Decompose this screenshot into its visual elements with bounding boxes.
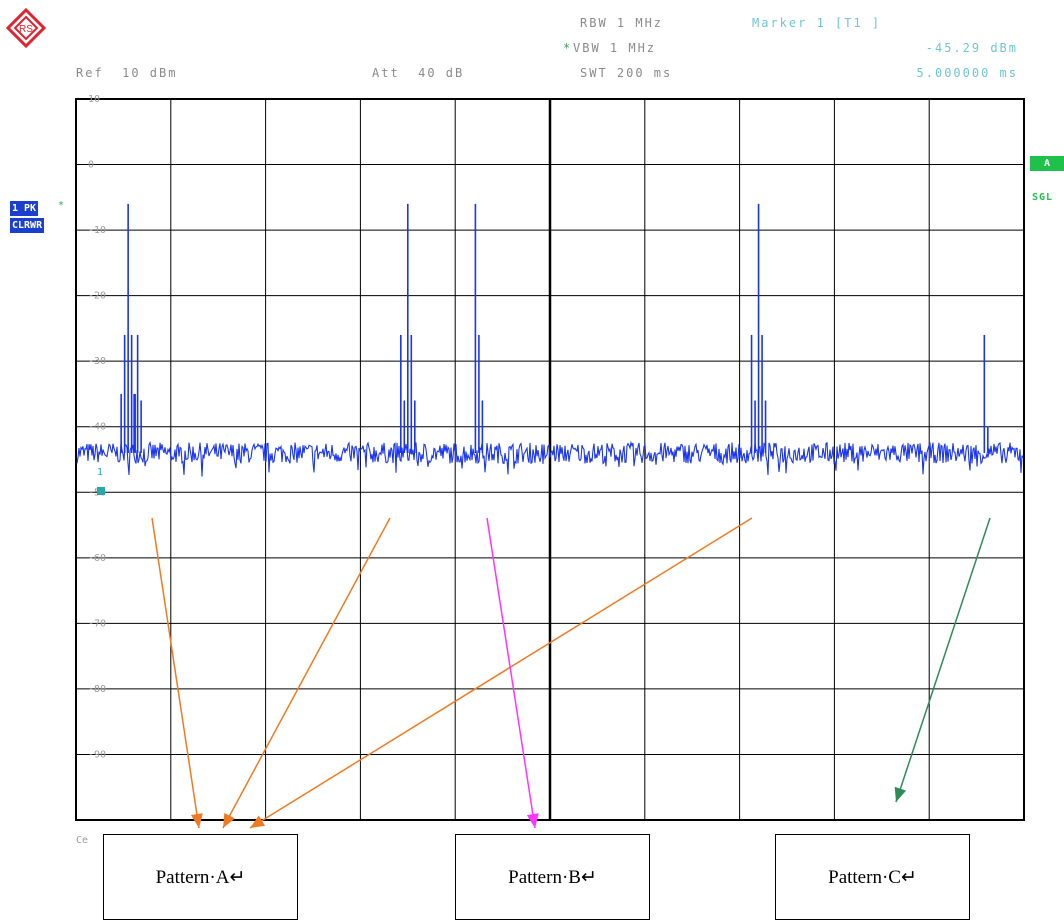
y-tick-label: -90 (88, 749, 106, 760)
ref-level-label: Ref 10 dBm (76, 66, 178, 80)
marker-title: Marker 1 [T1 ] (752, 16, 882, 30)
pattern-b-box: Pattern·B↵ (455, 834, 650, 920)
attenuation-label: Att 40 dB (372, 66, 465, 80)
y-tick-label: 10 (88, 94, 100, 105)
pattern-a-label: Pattern·A↵ (155, 866, 246, 888)
y-tick-label: -70 (88, 618, 106, 629)
marker-level: -45.29 dBm (925, 41, 1018, 55)
sweep-time-label: SWT 200 ms (580, 66, 673, 80)
svg-text:RS: RS (19, 24, 33, 35)
trace1-detector-badge: 1 PK (10, 201, 39, 216)
y-tick-label: -40 (88, 422, 106, 433)
arrow-pattern-a-2-head (223, 812, 235, 828)
y-tick-label: -30 (88, 356, 106, 367)
y-tick-label: -10 (88, 225, 106, 236)
marker-number-label: 1 (97, 467, 103, 478)
trace-noise-floor (76, 440, 1024, 477)
pattern-a-box: Pattern·A↵ (103, 834, 298, 920)
y-tick-label: -80 (88, 684, 106, 695)
arrow-pattern-a-1 (151, 517, 200, 829)
trace1-mode-badge: CLRWR (10, 218, 45, 233)
y-tick-labels: 100-10-20-30-40-50-60-70-80-90 (88, 94, 106, 760)
vbw-label: VBW 1 MHz (573, 41, 657, 55)
y-tick-label: -20 (88, 291, 106, 302)
arrow-pattern-b (486, 517, 536, 829)
y-tick-label: 0 (88, 160, 94, 171)
trace1-star-icon: * (58, 200, 65, 211)
trace-a-badge: A (1030, 156, 1064, 171)
arrow-pattern-c-head (894, 786, 907, 802)
arrow-pattern-a-1-head (190, 813, 203, 828)
marker-1-icon (97, 487, 105, 495)
arrow-pattern-a-3 (249, 517, 753, 829)
vbw-star-icon: * (563, 41, 571, 55)
arrow-pattern-c (895, 517, 991, 803)
single-sweep-label: SGL (1032, 192, 1054, 203)
rbw-label: RBW 1 MHz (580, 16, 664, 30)
y-tick-label: -60 (88, 553, 106, 564)
arrow-pattern-a-3-head (250, 815, 266, 828)
rohde-schwarz-logo-icon: RS (6, 8, 46, 48)
marker-time: 5.000000 ms (916, 66, 1018, 80)
plot-grid (75, 98, 1025, 821)
arrow-annotations (151, 517, 991, 829)
pattern-b-label: Pattern·B↵ (508, 866, 597, 888)
center-freq-partial-label: Ce (76, 835, 88, 846)
trace-group (76, 203, 1024, 477)
arrow-pattern-a-2 (222, 517, 391, 829)
pattern-c-label: Pattern·C↵ (828, 866, 917, 888)
pattern-c-box: Pattern·C↵ (775, 834, 970, 920)
arrow-pattern-b-head (526, 813, 539, 828)
